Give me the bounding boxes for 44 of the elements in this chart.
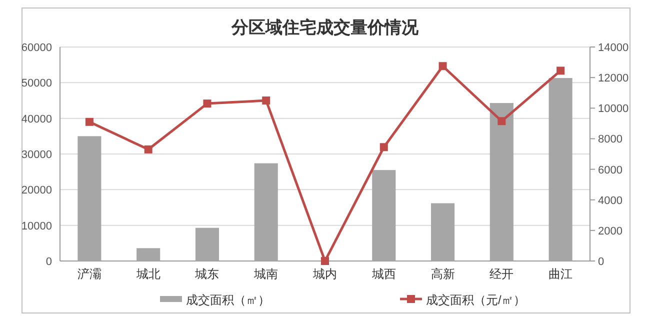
bar: [78, 136, 102, 261]
point: [85, 118, 94, 126]
point: [203, 100, 212, 108]
y2-tick-label: 8000: [598, 134, 622, 146]
y-tick-label: 20000: [21, 184, 52, 197]
bar: [254, 163, 278, 261]
x-tick-label: 浐灞: [77, 267, 102, 281]
y-tick-label: 0: [46, 256, 52, 268]
y-tick-label: 60000: [21, 42, 52, 54]
bar: [490, 102, 514, 261]
x-tick-label: 城东: [194, 267, 220, 281]
point: [438, 62, 447, 70]
y-tick-label: 10000: [21, 220, 52, 232]
y2-tick-label: 0: [598, 256, 604, 268]
bar: [548, 78, 572, 261]
legend-label: 成交面积（元/㎡）: [426, 293, 526, 307]
y-tick-label: 50000: [21, 78, 52, 90]
chart-title: 分区域住宅成交量价情况: [230, 18, 420, 37]
point: [144, 145, 152, 154]
y-tick-label: 40000: [21, 113, 52, 126]
y2-tick-label: 10000: [598, 103, 629, 116]
bar: [372, 170, 396, 261]
x-tick-label: 城南: [253, 267, 278, 281]
y2-tick-label: 14000: [598, 42, 629, 54]
point: [380, 143, 388, 152]
x-tick-label: 高新: [430, 267, 455, 281]
point: [498, 117, 506, 126]
y2-tick-label: 12000: [598, 72, 629, 85]
bar: [431, 203, 455, 261]
point: [556, 66, 565, 75]
y2-tick-label: 4000: [598, 194, 622, 207]
point: [321, 257, 329, 265]
bar: [195, 228, 219, 261]
x-tick-label: 经开: [490, 267, 514, 281]
bar: [136, 248, 160, 261]
legend-label: 成交面积（㎡）: [186, 293, 270, 307]
point: [262, 96, 270, 104]
x-tick-label: 城内: [312, 267, 337, 281]
x-tick-label: 曲江: [548, 267, 573, 281]
x-tick-label: 城西: [370, 267, 396, 281]
y2-tick-label: 6000: [598, 164, 622, 176]
x-tick-label: 城北: [135, 267, 160, 281]
y2-tick-label: 2000: [598, 225, 622, 238]
y-tick-label: 30000: [21, 149, 52, 161]
